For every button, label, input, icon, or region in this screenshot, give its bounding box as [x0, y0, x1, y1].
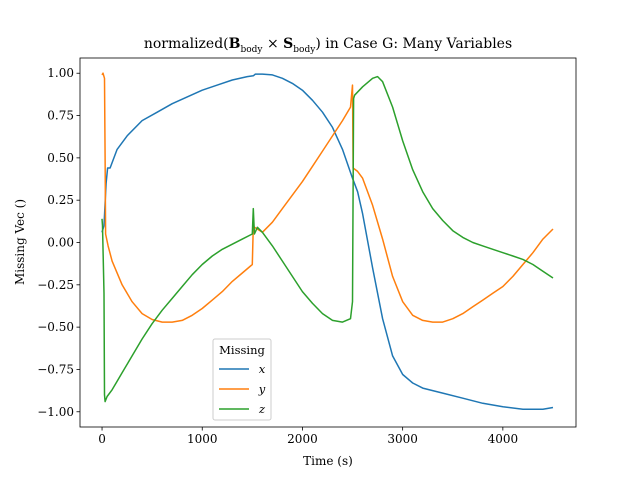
x-axis-ticks: 0 1000 2000 3000 4000 — [98, 427, 518, 446]
y-tick-label: 1.00 — [47, 66, 74, 80]
x-tick-label: 4000 — [488, 432, 519, 446]
legend-box — [212, 338, 272, 421]
series-lines — [101, 72, 554, 410]
x-tick-label: 1000 — [187, 432, 218, 446]
y-tick-label: −0.50 — [37, 320, 74, 334]
chart-title: normalized(Bbody × Sbody) in Case G: Man… — [144, 36, 512, 55]
legend-label-z: z — [258, 402, 266, 416]
series-line-y — [101, 72, 554, 323]
x-axis-label: Time (s) — [303, 454, 353, 468]
x-tick-label: 0 — [98, 432, 106, 446]
series-line-z — [101, 75, 554, 403]
y-tick-label: 0.00 — [47, 236, 74, 250]
legend: Missing xyz — [212, 338, 272, 421]
legend-entries: xyz — [219, 362, 266, 416]
y-tick-label: 0.50 — [47, 151, 74, 165]
y-tick-label: 0.75 — [47, 109, 74, 123]
series-line-x — [101, 73, 554, 410]
y-tick-label: 0.25 — [47, 193, 74, 207]
y-axis-ticks: 1.00 0.75 0.50 0.25 0.00 −0.25 −0.50 −0.75 −1.00 — [37, 66, 80, 419]
y-axis-label: Missing Vec () — [13, 199, 27, 285]
x-tick-label: 3000 — [387, 432, 418, 446]
y-tick-label: −0.25 — [37, 278, 74, 292]
legend-title: Missing — [219, 343, 265, 357]
legend-label-y: y — [258, 382, 266, 396]
y-tick-label: −0.75 — [37, 362, 74, 376]
legend-label-x: x — [259, 362, 266, 376]
y-tick-label: −1.00 — [37, 405, 74, 419]
x-tick-label: 2000 — [287, 432, 318, 446]
